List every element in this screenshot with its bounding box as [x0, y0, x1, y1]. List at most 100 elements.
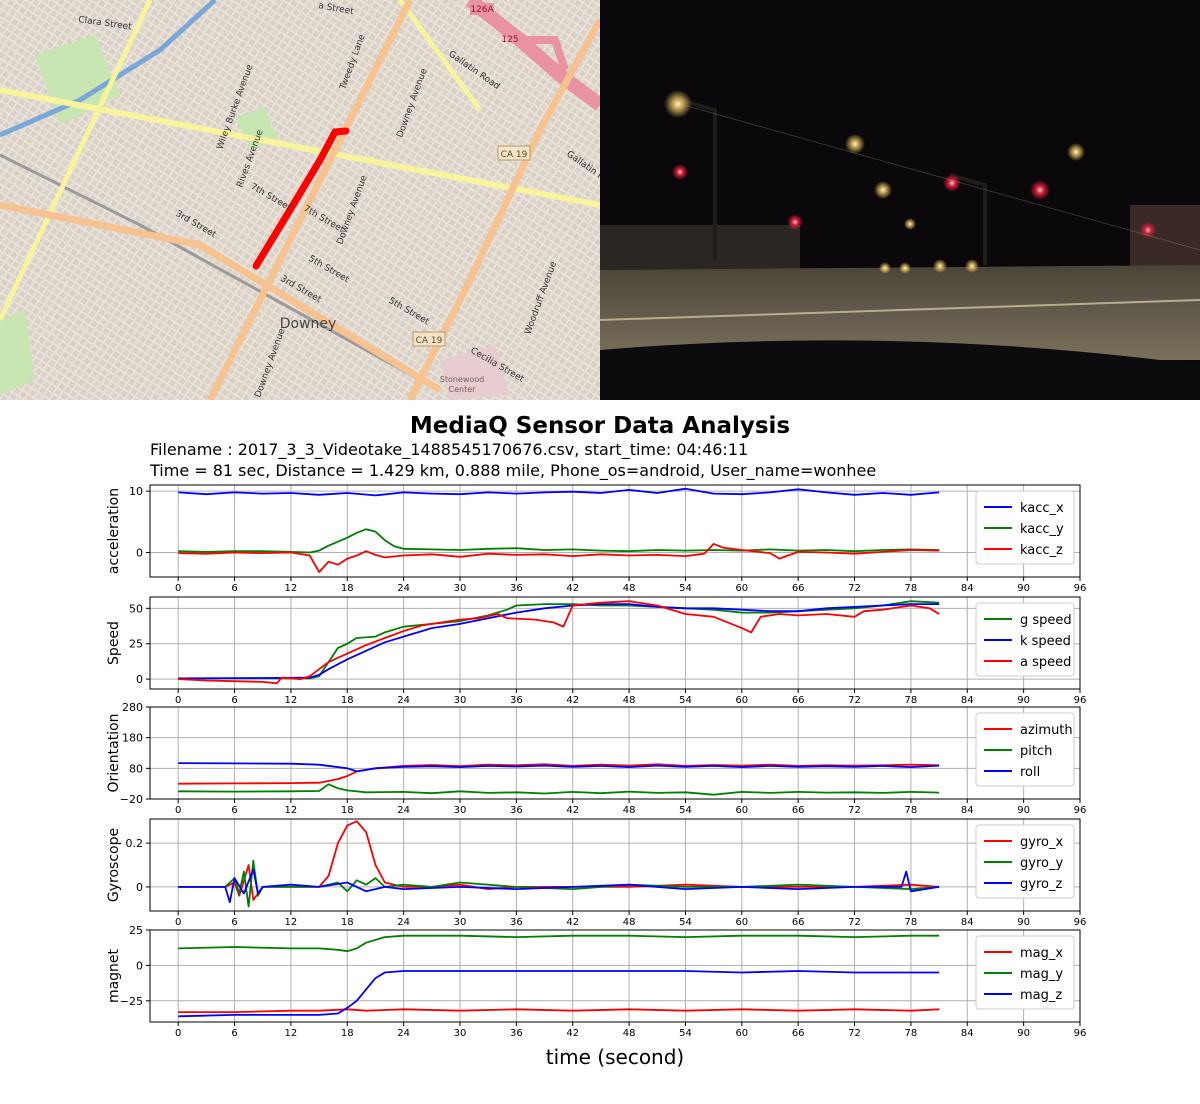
legend-label: gyro_y [1020, 856, 1063, 871]
legend-label: pitch [1020, 744, 1052, 759]
legend-box [975, 602, 1075, 677]
x-tick-label: 12 [285, 1028, 298, 1039]
x-tick-label: 78 [905, 1028, 918, 1039]
x-tick-label: 90 [1017, 583, 1030, 594]
legend-box [975, 935, 1075, 1010]
x-tick-label: 54 [679, 583, 692, 594]
x-tick-label: 66 [792, 805, 805, 816]
x-tick-label: 96 [1074, 695, 1087, 706]
traffic-light-red [943, 174, 961, 192]
traffic-light-red [787, 214, 803, 230]
panel-frame [149, 596, 1081, 690]
shield-ca19-b-label: CA 19 [416, 336, 443, 346]
x-tick-label: 36 [510, 1028, 523, 1039]
y-tick-label: −25 [120, 995, 143, 1008]
legend-label: roll [1020, 765, 1040, 780]
x-tick-label: 24 [397, 1028, 410, 1039]
car-headlight [965, 259, 979, 273]
y-tick-label: 280 [122, 701, 143, 714]
x-tick-label: 60 [735, 917, 748, 928]
x-tick-label: 18 [341, 583, 354, 594]
legend-box [975, 712, 1075, 787]
x-tick-label: 18 [341, 1028, 354, 1039]
x-tick-label: 84 [961, 1028, 974, 1039]
x-tick-label: 72 [848, 805, 861, 816]
x-tick-label: 30 [454, 583, 467, 594]
map-svg[interactable]: 126A 125 CA 19 CA 19 Clara Street a Stre… [0, 0, 600, 400]
x-tick-label: 90 [1017, 805, 1030, 816]
x-tick-label: 60 [735, 583, 748, 594]
legend-label: mag_x [1020, 946, 1063, 961]
x-tick-label: 72 [848, 583, 861, 594]
x-tick-label: 42 [566, 1028, 579, 1039]
freeway [465, 0, 600, 111]
x-tick-label: 48 [623, 695, 636, 706]
downey-avenue [206, 0, 414, 400]
x-tick-label: 6 [231, 805, 237, 816]
series-line-kacc_y [178, 528, 940, 554]
label-stonewood: Stonewood [440, 375, 485, 384]
road [600, 265, 1200, 360]
series-line-mag_x [178, 1008, 940, 1013]
y-tick-label: 0.2 [126, 837, 144, 850]
y-axis-label: magnet [106, 948, 122, 1003]
x-tick-label: 78 [905, 583, 918, 594]
x-tick-label: 54 [679, 695, 692, 706]
x-tick-label: 90 [1017, 695, 1030, 706]
y-tick-label: −20 [120, 793, 143, 806]
x-tick-label: 66 [792, 917, 805, 928]
x-tick-label: 36 [510, 917, 523, 928]
river [0, 0, 217, 138]
x-tick-label: 84 [961, 583, 974, 594]
traffic-light-red [672, 164, 688, 180]
series-line-g-speed [178, 600, 940, 680]
y-tick-label: 0 [136, 881, 143, 894]
x-tick-label: 0 [175, 695, 181, 706]
x-tick-label: 42 [566, 805, 579, 816]
x-tick-label: 72 [848, 1028, 861, 1039]
series-line-a-speed [178, 600, 940, 685]
label-center: Center [449, 385, 477, 394]
x-tick-label: 54 [679, 917, 692, 928]
panel-frame [149, 929, 1081, 1023]
shield-ca19-b: CA 19 [412, 331, 446, 347]
x-tick-label: 84 [961, 805, 974, 816]
shield-125-label: 125 [501, 35, 518, 45]
series-line-gyro_x [178, 820, 940, 901]
car-headlight [879, 262, 891, 274]
legend-box [975, 824, 1075, 899]
shield-126a-label: 126A [470, 5, 494, 15]
y-tick-label: 0 [136, 546, 143, 559]
x-tick-label: 30 [454, 1028, 467, 1039]
shield-ca19-a: CA 19 [497, 145, 531, 161]
y-tick-label: 50 [129, 602, 143, 615]
y-tick-label: 0 [136, 959, 143, 972]
y-tick-label: 180 [122, 732, 143, 745]
label-city-downey: Downey [280, 316, 337, 332]
dashboard [600, 340, 1200, 400]
legend-label: mag_y [1020, 967, 1063, 982]
map-panel[interactable]: 126A 125 CA 19 CA 19 Clara Street a Stre… [0, 0, 600, 400]
legend-label: k speed [1020, 634, 1071, 649]
mall-area [440, 345, 510, 400]
series-line-gyro_y [178, 859, 940, 908]
firestone-boulevard [0, 201, 442, 393]
x-tick-label: 12 [285, 917, 298, 928]
x-tick-label: 66 [792, 1028, 805, 1039]
x-tick-label: 48 [623, 1028, 636, 1039]
park-area-3 [0, 310, 35, 395]
x-tick-label: 42 [566, 917, 579, 928]
x-tick-label: 0 [175, 583, 181, 594]
x-tick-label: 96 [1074, 805, 1087, 816]
y-tick-label: 25 [129, 638, 143, 651]
series-line-k-speed [178, 603, 940, 680]
x-tick-label: 48 [623, 805, 636, 816]
x-tick-label: 24 [397, 583, 410, 594]
chart-subtitle-line2: Time = 81 sec, Distance = 1.429 km, 0.88… [149, 461, 876, 481]
panel-frame [149, 484, 1081, 578]
x-tick-label: 30 [454, 695, 467, 706]
x-tick-label: 60 [735, 695, 748, 706]
freeway-ramp [520, 36, 569, 72]
x-tick-label: 18 [341, 805, 354, 816]
shield-126a: 126A [470, 3, 495, 15]
